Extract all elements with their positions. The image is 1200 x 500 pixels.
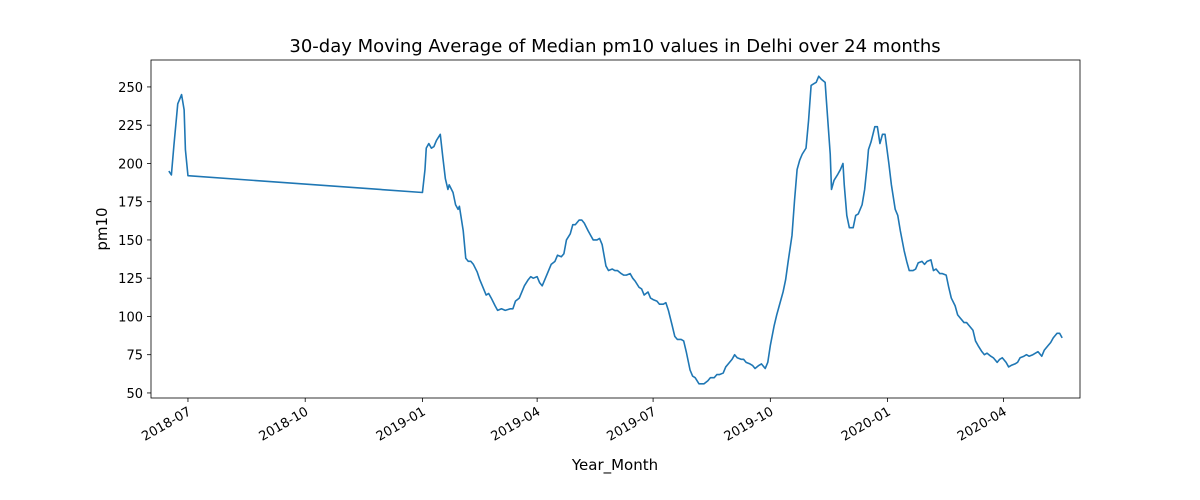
y-tick-label: 100 (118, 310, 143, 325)
plot-frame (150, 59, 1081, 399)
y-tick-label: 125 (118, 272, 143, 287)
y-tick-label: 175 (118, 196, 143, 211)
y-tick-label: 250 (118, 81, 143, 96)
y-tick-label: 200 (118, 157, 143, 172)
data-line (168, 75, 1063, 385)
y-axis-label: pm10 (93, 207, 111, 250)
y-tick-label: 150 (118, 234, 143, 249)
x-axis-label: Year_Month (571, 456, 658, 475)
y-tick-label: 75 (126, 349, 143, 364)
y-tick-label: 50 (126, 387, 143, 402)
chart-title: 30-day Moving Average of Median pm10 val… (289, 36, 940, 57)
y-tick-label: 225 (118, 119, 143, 134)
